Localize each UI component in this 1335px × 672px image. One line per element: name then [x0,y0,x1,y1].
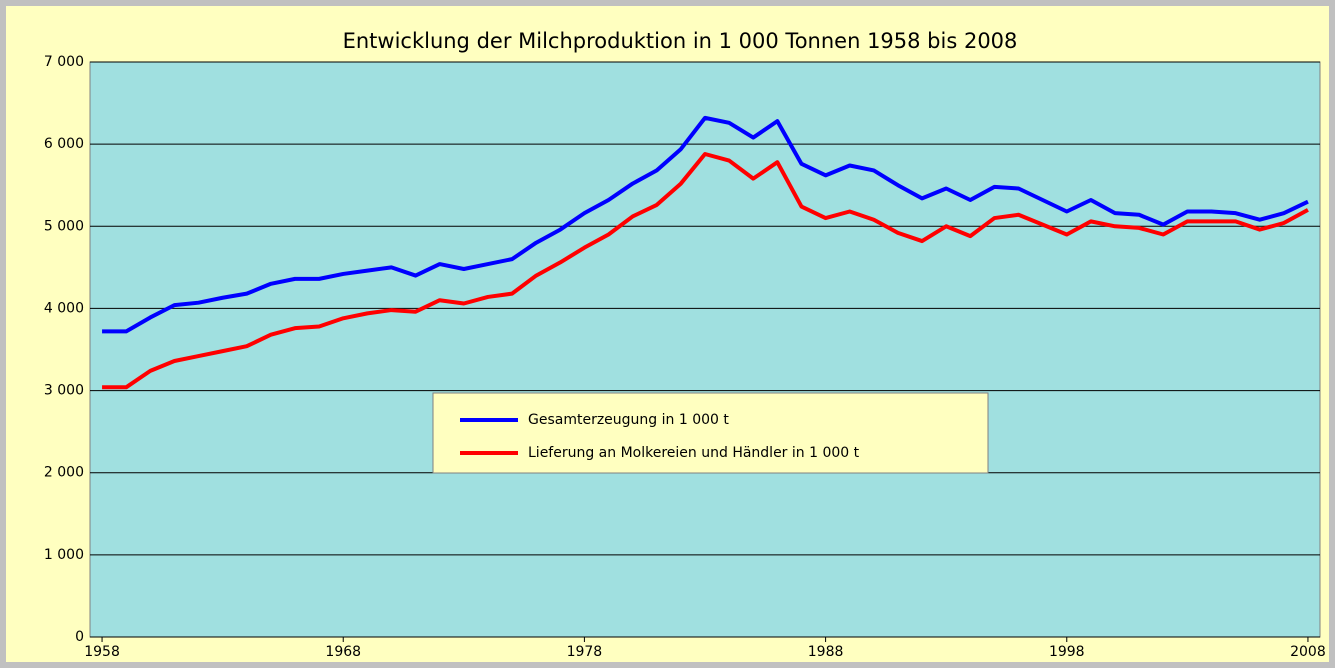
x-tick-label: 1998 [1049,644,1085,660]
y-tick-label: 5 000 [44,218,84,234]
series-line [102,115,1309,334]
legend-label: Lieferung an Molkereien und Händler in 1… [528,445,860,461]
series-line [102,152,1309,390]
legend-box [432,392,989,474]
legend-label: Gesamterzeugung in 1 000 t [528,412,729,428]
plot-area [89,61,1321,638]
x-tick-label: 2008 [1290,644,1326,660]
x-tick-label: 1978 [567,644,603,660]
x-tick-label: 1988 [808,644,844,660]
chart-title: Entwicklung der Milchproduktion in 1 000… [343,29,1018,53]
y-tick-label: 6 000 [44,136,84,152]
y-tick-label: 4 000 [44,300,84,316]
x-tick-label: 1968 [325,644,361,660]
y-tick-label: 3 000 [44,383,84,399]
x-tick-label: 1958 [84,644,120,660]
y-tick-label: 7 000 [44,54,84,70]
y-tick-label: 1 000 [44,547,84,563]
y-tick-label: 0 [75,629,84,645]
y-tick-label: 2 000 [44,465,84,481]
